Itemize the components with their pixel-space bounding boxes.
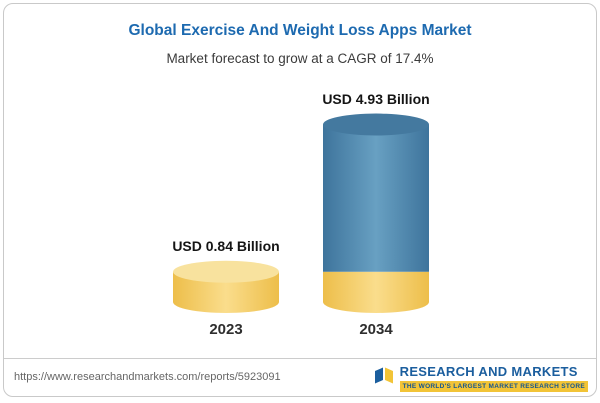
source-url[interactable]: https://www.researchandmarkets.com/repor… [14,371,281,383]
value-label-1: USD 4.93 Billion [322,90,430,107]
logo-text-block: RESEARCH AND MARKETS THE WORLD'S LARGEST… [399,364,588,392]
value-label-0: USD 0.84 Billion [172,237,280,254]
page-title: Global Exercise And Weight Loss Apps Mar… [128,22,472,39]
cylinder-part [323,113,429,136]
category-label-1: 2034 [359,321,393,338]
cylinder-part [323,271,429,302]
logo-brand-name: RESEARCH AND MARKETS [399,364,578,379]
category-label-0: 2023 [209,321,243,338]
infographic-frame: Global Exercise And Weight Loss Apps Mar… [3,3,597,397]
footer-divider [4,358,596,359]
chart-canvas [173,113,429,313]
open-book-logo-icon [374,367,393,384]
cylinder-part [173,260,279,283]
cylinder-part [323,124,429,272]
brand-logo: RESEARCH AND MARKETS THE WORLD'S LARGEST… [373,364,588,392]
page-subtitle: Market forecast to grow at a CAGR of 17.… [166,51,434,66]
logo-tagline: THE WORLD'S LARGEST MARKET RESEARCH STOR… [399,381,588,392]
